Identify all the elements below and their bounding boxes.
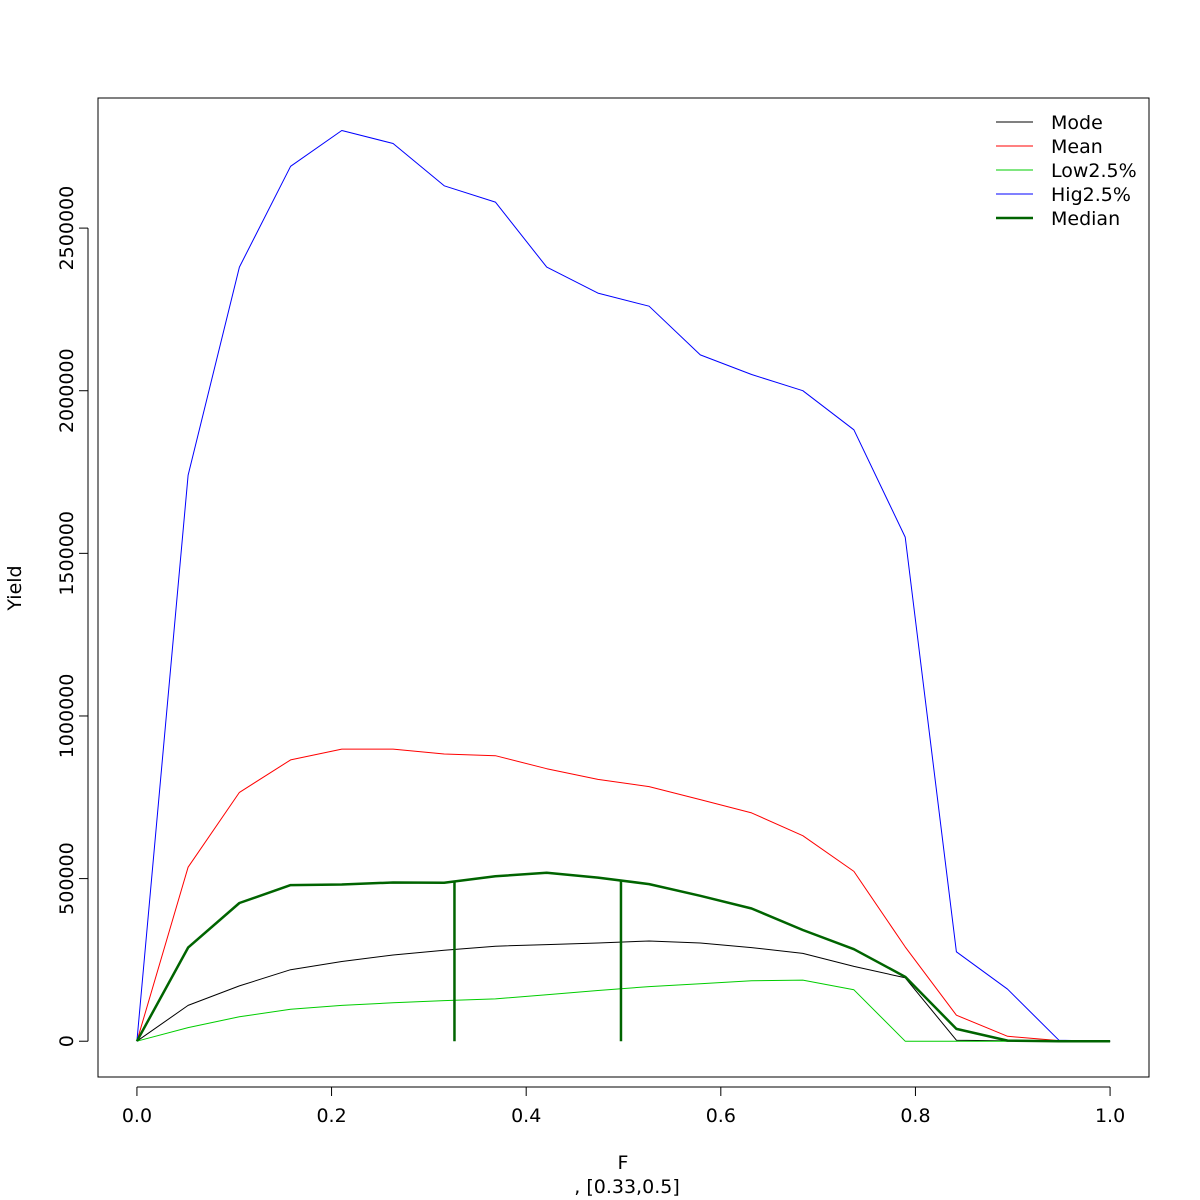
vertical-markers xyxy=(453,881,623,1042)
legend-label: Low2.5% xyxy=(1051,160,1137,182)
y-tick-label: 2500000 xyxy=(56,186,78,271)
y-tick-label: 500000 xyxy=(56,842,78,915)
x-axis-title: F xyxy=(618,1152,629,1174)
y-tick-label: 0 xyxy=(56,1035,78,1047)
series-line-mean xyxy=(136,748,1111,1042)
series-line-mode xyxy=(136,940,1111,1042)
y-tick-label: 1000000 xyxy=(56,674,78,759)
x-tick-label: 0.8 xyxy=(900,1105,930,1127)
y-tick-label: 2000000 xyxy=(56,348,78,433)
y-tick-label: 1500000 xyxy=(56,511,78,596)
y-axis-title: Yield xyxy=(4,565,26,611)
x-axis: 0.0 0.2 0.4 0.6 0.8 1.0 xyxy=(122,1086,1125,1127)
legend-label: Mode xyxy=(1051,112,1103,134)
series-layer xyxy=(135,130,1111,1043)
x-tick-label: 0.2 xyxy=(316,1105,346,1127)
x-tick-label: 0.4 xyxy=(511,1105,541,1127)
series-line-low2-5- xyxy=(136,979,1111,1042)
series-line-hig2-5- xyxy=(136,130,1111,1042)
legend-label: Hig2.5% xyxy=(1051,184,1131,206)
series-line-median xyxy=(135,871,1111,1043)
y-axis: 0 500000 1000000 1500000 2000000 2500000 xyxy=(56,186,89,1047)
legend-label: Mean xyxy=(1051,136,1103,158)
x-tick-label: 0.6 xyxy=(706,1105,736,1127)
x-axis-subtitle: , [0.33,0.5] xyxy=(574,1176,679,1198)
x-tick-label: 0.0 xyxy=(122,1105,152,1127)
legend-label: Median xyxy=(1051,208,1120,230)
plot-frame xyxy=(97,97,1150,1078)
x-tick-label: 1.0 xyxy=(1095,1105,1125,1127)
